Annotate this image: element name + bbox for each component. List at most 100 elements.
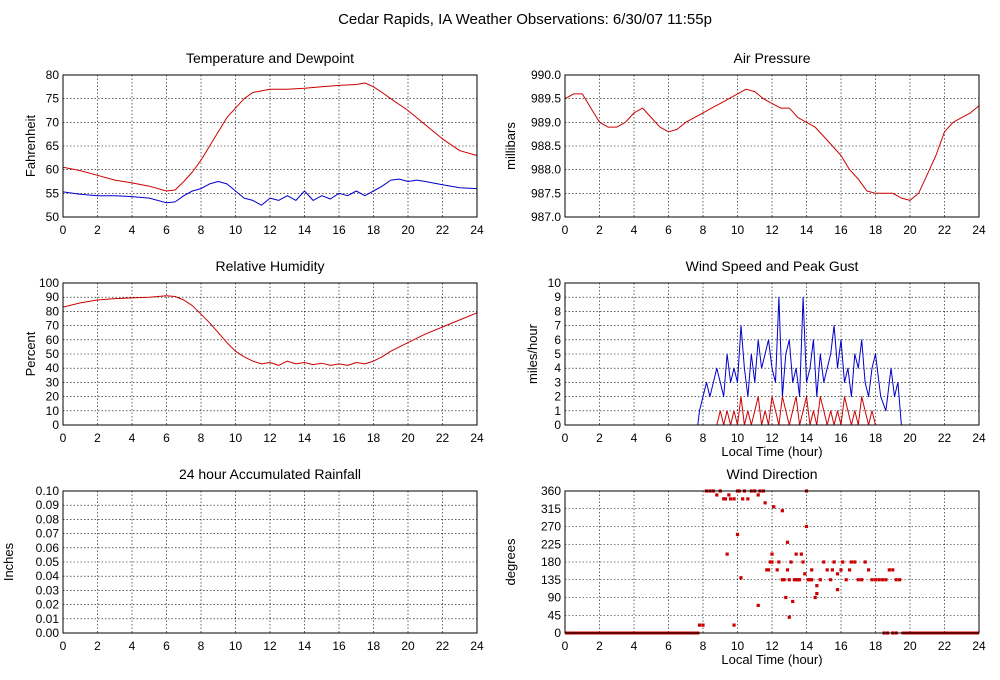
wind-direction-point xyxy=(787,578,791,582)
wind-speed-x-tick-label: 8 xyxy=(700,431,707,445)
pressure-x-tick-label: 6 xyxy=(665,223,672,237)
wind-direction-point xyxy=(741,497,745,501)
rainfall-x-tick-label: 12 xyxy=(263,639,277,653)
humidity-y-axis-label: Percent xyxy=(23,331,38,376)
pressure-x-tick-label: 22 xyxy=(938,223,952,237)
wind-speed-y-tick-label: 1 xyxy=(554,404,561,418)
wind-speed-plot-frame xyxy=(564,282,980,426)
wind-direction-point xyxy=(763,501,767,505)
wind-direction-point xyxy=(746,497,750,501)
wind-direction-point xyxy=(825,568,829,572)
humidity-y-tick-label: 20 xyxy=(46,390,60,404)
wind-direction-y-tick-label: 315 xyxy=(541,502,561,516)
wind-direction-y-tick-label: 45 xyxy=(548,608,562,622)
rainfall-x-tick-label: 4 xyxy=(129,639,136,653)
wind-direction-point xyxy=(884,578,888,582)
rainfall-x-tick-label: 16 xyxy=(332,639,346,653)
wind-speed-y-tick-label: 3 xyxy=(554,375,561,389)
wind-speed-series-red-line xyxy=(565,396,979,426)
pressure-y-tick-label: 987.0 xyxy=(531,210,561,224)
humidity-y-tick-label: 70 xyxy=(46,319,60,333)
wind-direction-y-tick-label: 135 xyxy=(541,573,561,587)
humidity-title: Relative Humidity xyxy=(216,258,325,274)
wind-speed-x-tick-label: 10 xyxy=(731,431,745,445)
wind-direction-point xyxy=(794,552,798,556)
pressure-x-tick-label: 2 xyxy=(596,223,603,237)
pressure-series-red-line xyxy=(564,88,980,201)
wind-direction-point xyxy=(849,560,853,564)
rainfall-x-tick-label: 20 xyxy=(401,639,415,653)
wind-direction-x-tick-label: 10 xyxy=(731,639,745,653)
rainfall-y-tick-label: 0.08 xyxy=(36,512,60,526)
temp-x-tick-label: 8 xyxy=(198,223,205,237)
wind-direction-point xyxy=(870,578,874,582)
wind-direction-title: Wind Direction xyxy=(726,466,817,482)
pressure-y-tick-label: 989.5 xyxy=(531,92,561,106)
pressure-x-tick-label: 0 xyxy=(562,223,569,237)
pressure-y-tick-label: 987.5 xyxy=(531,186,561,200)
humidity-x-tick-label: 6 xyxy=(163,431,170,445)
rainfall-x-tick-label: 10 xyxy=(229,639,243,653)
temp-y-tick-label: 65 xyxy=(46,139,60,153)
temp-x-tick-label: 18 xyxy=(367,223,381,237)
wind-direction-point xyxy=(860,578,864,582)
humidity-x-tick-label: 14 xyxy=(298,431,312,445)
humidity-y-tick-label: 100 xyxy=(39,276,59,290)
rainfall-x-tick-label: 22 xyxy=(436,639,450,653)
wind-direction-point xyxy=(867,568,871,572)
wind-speed-y-tick-label: 8 xyxy=(554,304,561,318)
wind-direction-x-tick-label: 22 xyxy=(938,639,952,653)
wind-speed-y-tick-label: 0 xyxy=(554,418,561,432)
wind-direction-point xyxy=(729,497,733,501)
wind-direction-x-axis-label: Local Time (hour) xyxy=(721,652,822,667)
temp-x-tick-label: 4 xyxy=(129,223,136,237)
wind-direction-point xyxy=(765,568,769,572)
wind-direction-point xyxy=(822,560,826,564)
wind-direction-point xyxy=(772,505,776,509)
humidity-x-tick-label: 2 xyxy=(94,431,101,445)
wind-direction-x-tick-label: 24 xyxy=(972,639,986,653)
rainfall-y-tick-label: 0.00 xyxy=(36,626,60,640)
wind-speed-y-tick-label: 7 xyxy=(554,319,561,333)
humidity-x-tick-label: 0 xyxy=(60,431,67,445)
rainfall-title: 24 hour Accumulated Rainfall xyxy=(179,466,361,482)
wind-direction-point xyxy=(835,588,840,592)
wind-direction-x-tick-label: 0 xyxy=(562,639,569,653)
temp-y-tick-label: 55 xyxy=(46,186,60,200)
wind-direction-point xyxy=(722,497,726,501)
wind-direction-point xyxy=(782,578,786,582)
wind-direction-point xyxy=(832,560,836,564)
wind-speed-x-axis-label: Local Time (hour) xyxy=(721,444,822,459)
wind-direction-point xyxy=(841,560,845,564)
wind-direction-y-tick-label: 0 xyxy=(554,626,561,640)
wind-direction-point xyxy=(815,591,819,596)
rainfall-x-tick-label: 0 xyxy=(60,639,67,653)
rainfall-x-tick-label: 6 xyxy=(163,639,170,653)
wind-direction-point xyxy=(835,572,840,576)
wind-direction-point xyxy=(798,578,802,582)
humidity-y-tick-label: 40 xyxy=(46,361,60,375)
wind-direction-point xyxy=(806,578,810,582)
wind-direction-point xyxy=(808,578,812,582)
wind-direction-point xyxy=(877,578,881,582)
wind-direction-point xyxy=(810,568,814,572)
rainfall-y-tick-label: 0.09 xyxy=(36,498,60,512)
wind-direction-y-tick-label: 360 xyxy=(541,484,561,498)
humidity-plot-frame xyxy=(62,282,478,426)
wind-speed-x-tick-label: 4 xyxy=(631,431,638,445)
wind-speed-x-tick-label: 16 xyxy=(834,431,848,445)
wind-speed-y-axis-label: miles/hour xyxy=(525,323,540,384)
wind-speed-x-tick-label: 6 xyxy=(665,431,672,445)
humidity-series-red-line xyxy=(62,295,478,366)
wind-direction-plot-frame xyxy=(564,490,980,634)
temp-y-tick-label: 75 xyxy=(46,92,60,106)
humidity-y-tick-label: 30 xyxy=(46,375,60,389)
wind-speed-x-tick-label: 22 xyxy=(938,431,952,445)
pressure-x-tick-label: 20 xyxy=(903,223,917,237)
wind-direction-point xyxy=(856,578,860,582)
pressure-plot-frame xyxy=(564,74,980,218)
wind-direction-point xyxy=(697,623,702,627)
